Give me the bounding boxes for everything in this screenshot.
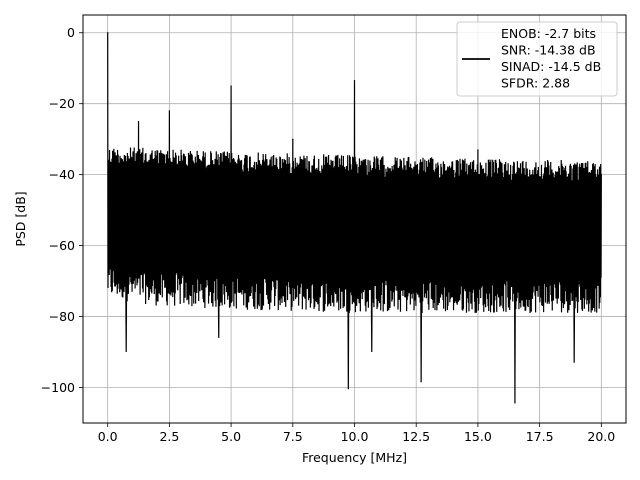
spectral-peak-point <box>107 32 109 34</box>
y-tick-label: −60 <box>49 238 75 253</box>
x-tick-label: 20.0 <box>587 429 615 444</box>
legend-entry-text: SFDR: 2.88 <box>501 76 570 91</box>
x-tick-label: 7.5 <box>283 429 303 444</box>
spectral-peak-point <box>477 149 479 151</box>
x-tick-label: 17.5 <box>526 429 554 444</box>
x-tick-label: 0.0 <box>98 429 118 444</box>
y-tick-label: −80 <box>49 309 75 324</box>
spectral-peak-point <box>137 120 140 123</box>
x-tick-label: 2.5 <box>159 429 179 444</box>
x-tick-label: 5.0 <box>221 429 241 444</box>
spectral-peak-point <box>230 85 232 87</box>
spectral-peak-point <box>353 80 356 82</box>
y-tick-label: −100 <box>41 380 75 395</box>
y-tick-label: −40 <box>49 167 75 182</box>
x-tick-label: 12.5 <box>402 429 430 444</box>
psd-trace <box>107 32 602 404</box>
x-tick-label: 10.0 <box>341 429 369 444</box>
legend-entry-text: SNR: -14.38 dB <box>501 43 596 58</box>
legend-entry-text: ENOB: -2.7 bits <box>501 26 596 41</box>
y-axis-ticks: 0 −20 −40 −60 −80 −100 <box>41 25 83 395</box>
y-tick-label: −20 <box>49 96 75 111</box>
legend-box <box>456 21 618 97</box>
spectral-peak-point <box>168 110 170 112</box>
y-axis-title: PSD [dB] <box>13 191 28 246</box>
x-tick-label: 15.0 <box>464 429 492 444</box>
x-axis-title: Frequency [MHz] <box>302 450 407 465</box>
legend-entry-text: SINAD: -14.5 dB <box>501 59 601 74</box>
y-tick-label: 0 <box>67 25 75 40</box>
spectral-peak-point <box>292 138 294 140</box>
x-axis-ticks: 0.0 2.5 5.0 7.5 10.0 12.5 15.0 17.5 20.0 <box>98 423 615 444</box>
